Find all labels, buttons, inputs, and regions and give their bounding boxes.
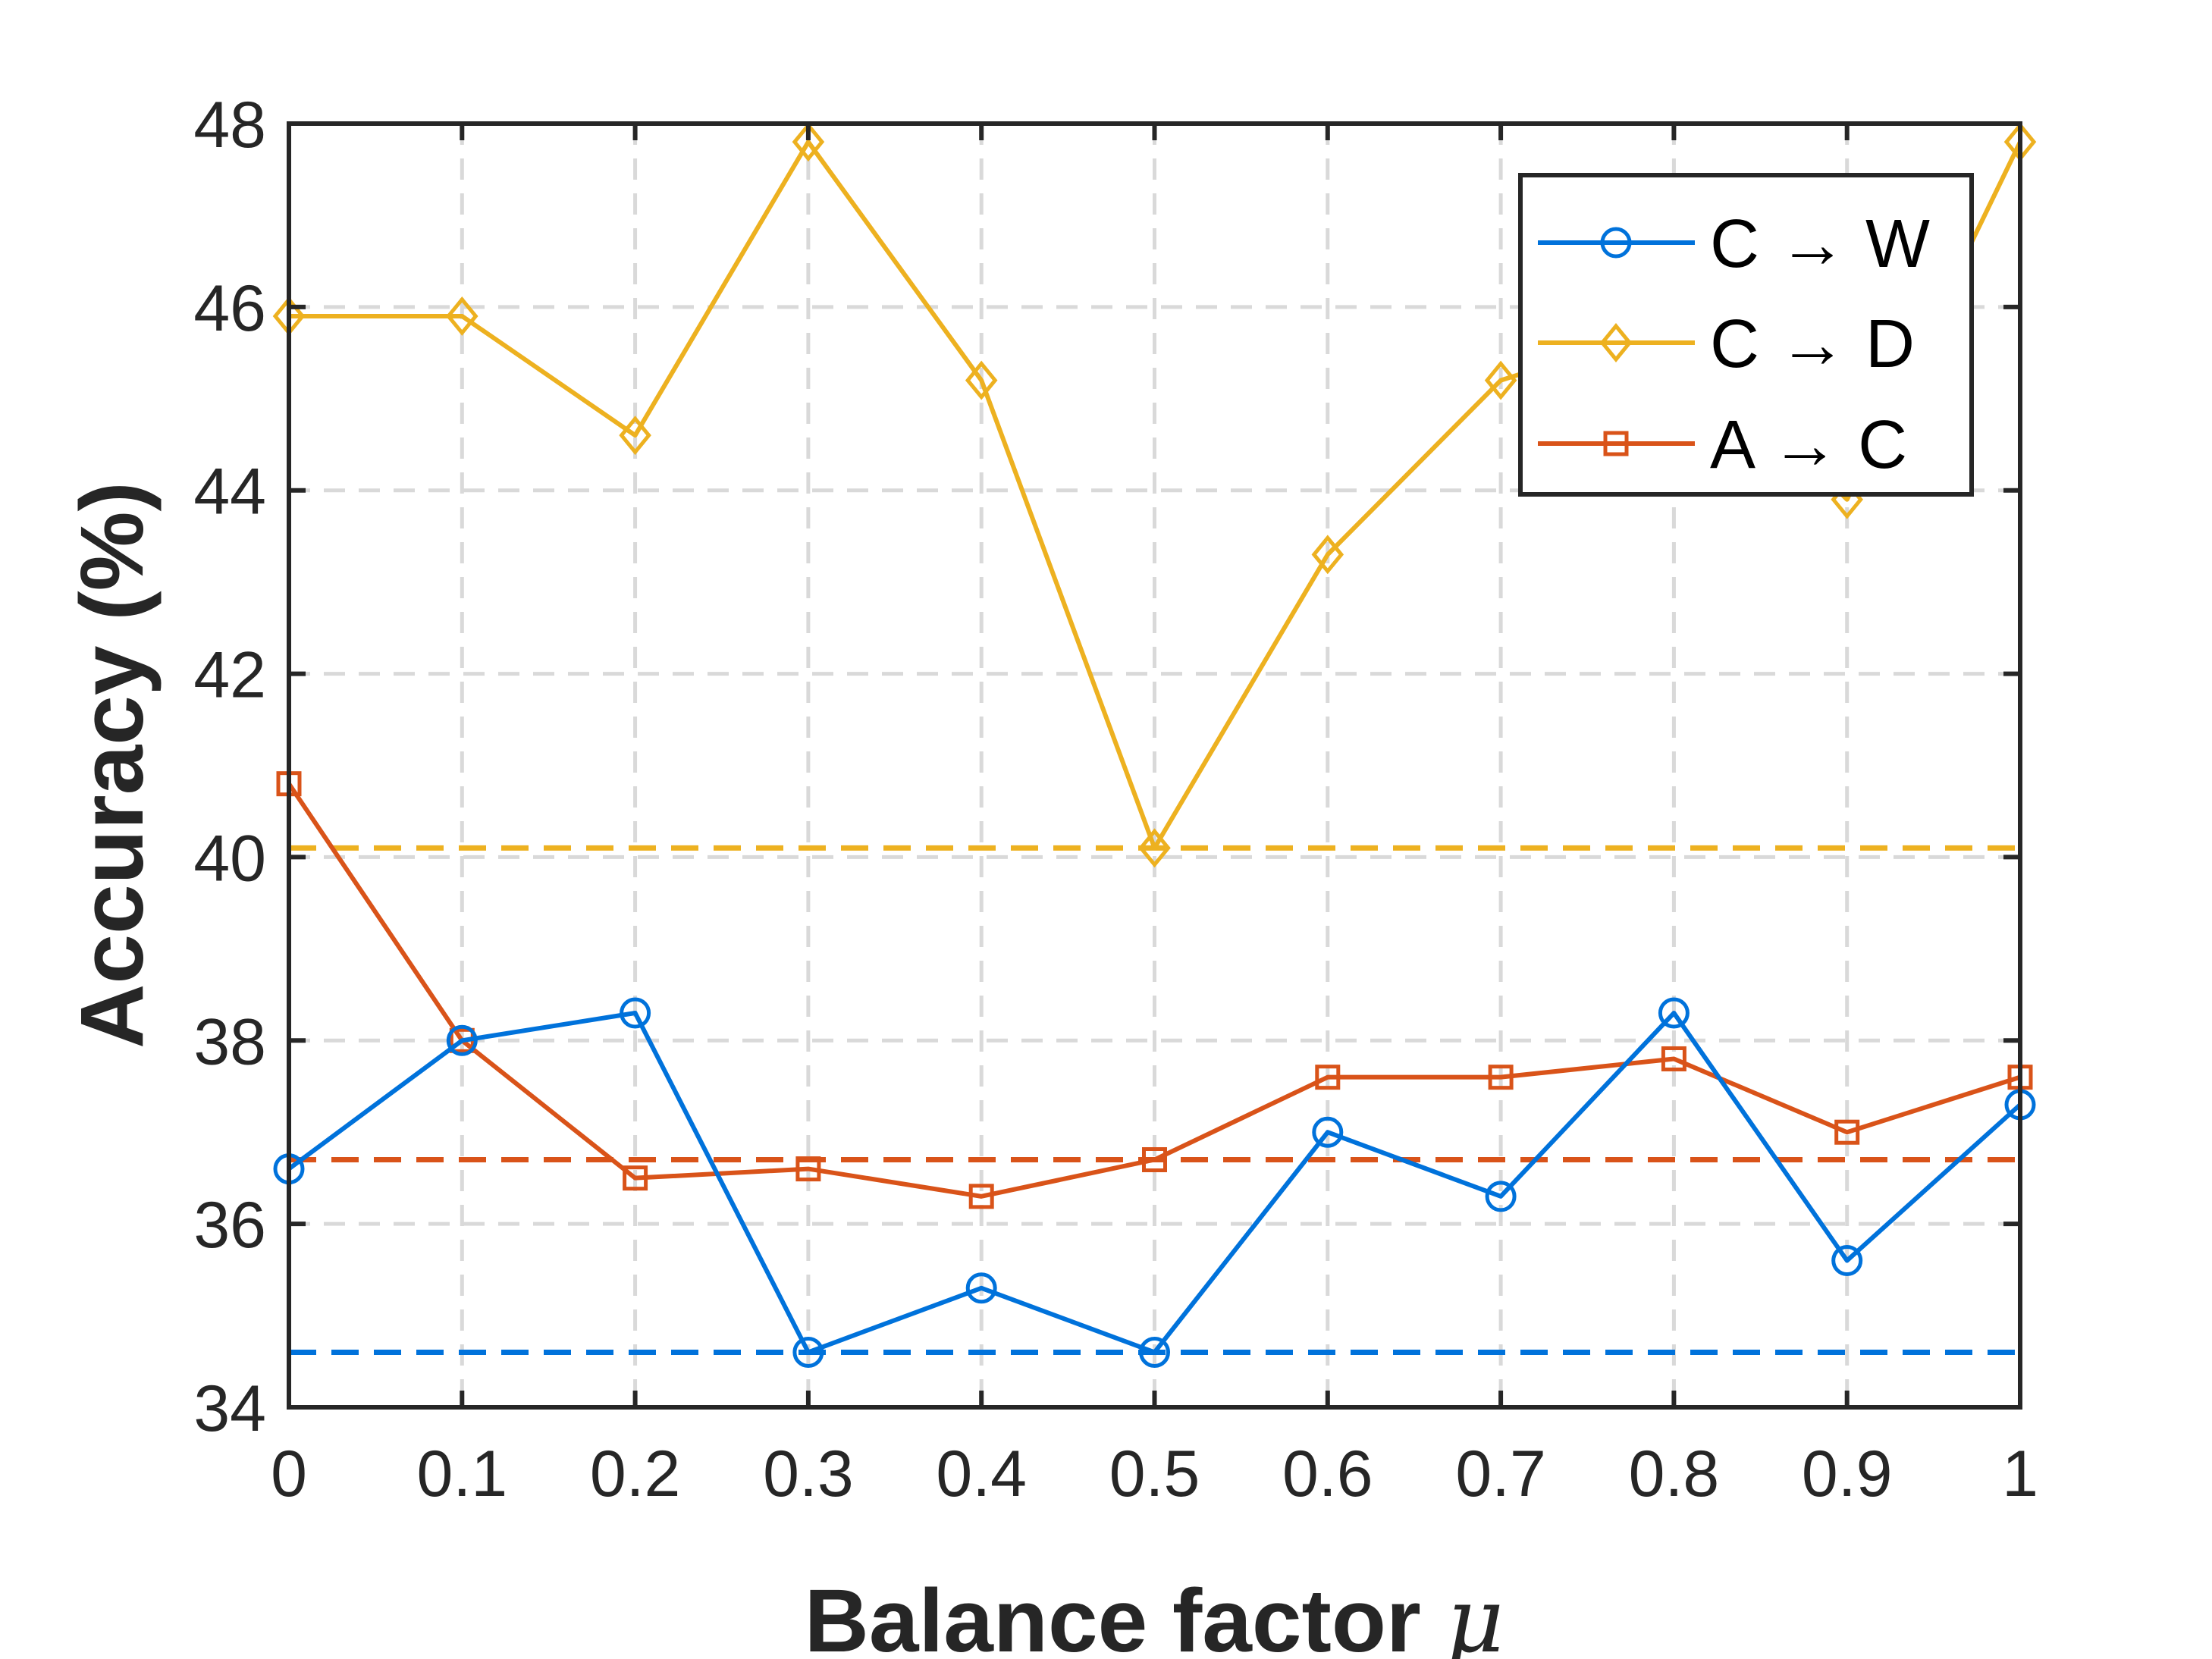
x-tick-label: 0.1 [417,1438,508,1510]
x-axis-title: Balance factor μ [805,1568,1504,1659]
circle-marker [1600,227,1632,259]
square-marker [1142,1146,1167,1172]
legend: C → W C → D A → C [1518,173,1974,497]
diamond-marker [1311,535,1344,575]
y-tick-label: 36 [193,1189,266,1262]
series-line [287,1011,2022,1355]
x-tick-label: 0.2 [590,1438,681,1510]
circle-marker [1485,1181,1517,1212]
diamond-marker [792,122,825,162]
circle-marker [1658,997,1690,1029]
square-marker [795,1156,821,1182]
square-marker [1315,1065,1341,1090]
y-tick-label: 42 [193,639,266,712]
x-tick-label: 0.8 [1629,1438,1720,1510]
x-axis-title-text: Balance factor [805,1571,1421,1659]
x-tick-label: 0.9 [1802,1438,1893,1510]
legend-entry-circle: C → W [1538,206,1930,282]
circle-marker [1139,1336,1170,1368]
circle-marker [1831,1245,1863,1277]
diamond-marker [446,296,478,336]
circle-marker [965,1272,997,1304]
diamond-marker [1599,323,1633,362]
x-tick-label: 0.6 [1282,1438,1373,1510]
legend-box [1518,173,1974,497]
y-tick-label: 46 [193,272,266,345]
series-line [287,782,2021,1199]
y-tick-label: 40 [193,822,266,895]
square-marker [623,1165,648,1191]
x-tick-labels: 0 0.1 0.2 0.3 0.4 0.5 0.6 0.7 0.8 0.9 1 [271,1438,2038,1510]
tick-marks [287,121,2022,1410]
x-tick-label: 0.3 [763,1438,854,1510]
legend-entry-square: A → C [1538,407,1907,483]
diamond-marker [1484,360,1517,400]
y-axis-title: Accuracy (%) [62,481,162,1049]
legend-label: C → D [1710,306,1915,382]
circle-marker [620,997,651,1029]
x-tick-label: 0.5 [1109,1438,1200,1510]
legend-label: C → W [1710,206,1930,282]
circle-marker [1312,1116,1344,1148]
square-marker [968,1184,994,1209]
legend-label: A → C [1710,407,1907,483]
y-tick-labels: 34 36 38 40 42 44 46 48 [193,89,266,1445]
y-tick-label: 38 [193,1005,266,1078]
x-tick-label: 0.4 [936,1438,1027,1510]
x-axis-title-symbol: μ [1446,1568,1504,1659]
square-marker [1488,1065,1514,1090]
x-tick-label: 0 [271,1438,307,1510]
y-tick-label: 44 [193,456,266,528]
diamond-marker [1138,828,1171,868]
x-tick-label: 1 [2002,1438,2038,1510]
y-tick-label: 34 [193,1372,266,1445]
circle-marker [446,1024,478,1056]
y-tick-label: 48 [193,89,266,162]
diamond-marker [619,416,651,456]
x-tick-label: 0.7 [1455,1438,1546,1510]
square-marker [1834,1119,1860,1145]
diamond-marker [965,360,998,400]
square-marker [1661,1046,1686,1071]
square-marker [1603,431,1629,456]
circle-marker [792,1336,824,1368]
legend-entry-diamond: C → D [1538,306,1915,382]
